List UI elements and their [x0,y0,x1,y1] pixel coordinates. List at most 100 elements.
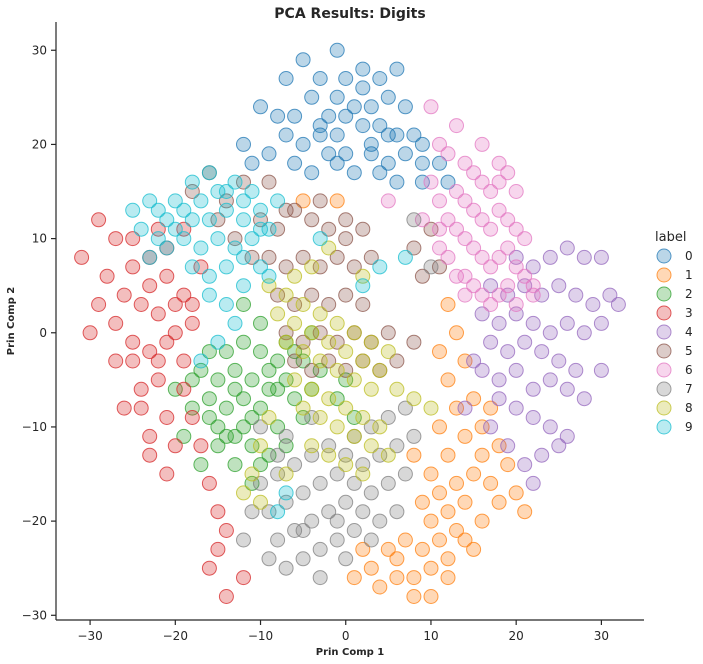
point-digit-8 [355,353,371,369]
point-digit-2 [236,334,251,350]
point-digit-8 [321,334,337,350]
point-digit-8 [363,438,379,454]
x-tick-label: 0 [342,629,350,643]
point-digit-7 [346,475,362,491]
point-digit-0 [355,61,371,77]
point-digit-7 [423,259,439,275]
point-digit-9 [184,212,200,228]
point-digit-6 [466,278,482,294]
x-tick-label: 20 [509,629,524,643]
point-digit-2 [201,391,217,407]
point-digit-9 [193,193,209,209]
point-digit-4 [559,381,575,397]
point-digit-9 [261,221,277,237]
point-digit-5 [270,221,286,237]
scatter-points [74,42,626,604]
point-digit-3 [99,268,115,284]
point-digit-1 [466,541,482,557]
point-digit-8 [363,334,379,350]
legend: label 0 1 2 3 4 5 6 7 8 9 [655,230,693,435]
point-digit-2 [236,297,251,312]
point-digit-4 [525,259,541,275]
point-digit-8 [423,400,439,416]
point-digit-4 [593,315,609,331]
legend-label-8: 8 [685,401,693,415]
point-digit-1 [483,475,499,491]
point-digit-6 [500,240,516,256]
point-digit-9 [201,165,217,181]
point-digit-0 [329,42,345,58]
point-digit-0 [406,127,422,143]
point-digit-2 [227,428,243,444]
point-digit-8 [287,372,303,388]
point-digit-1 [449,523,464,538]
point-digit-5 [355,221,371,237]
point-digit-7 [304,410,320,425]
point-digit-9 [227,315,243,331]
chart-title: PCA Results: Digits [274,6,425,22]
point-digit-6 [474,174,490,190]
point-digit-3 [82,325,98,341]
point-digit-2 [253,315,268,331]
point-digit-7 [406,428,422,444]
point-digit-7 [295,485,311,501]
point-digit-6 [440,212,456,228]
point-digit-4 [525,475,541,491]
point-digit-7 [270,447,286,463]
point-digit-3 [116,400,132,416]
point-digit-6 [414,212,430,228]
point-digit-6 [508,297,524,312]
point-digit-6 [466,165,482,181]
point-digit-4 [576,325,592,341]
point-digit-8 [355,410,371,425]
legend-label-1: 1 [685,268,693,282]
point-digit-7 [312,475,328,491]
point-digit-5 [380,325,396,341]
point-digit-6 [500,278,516,294]
point-digit-0 [380,127,396,143]
point-digit-1 [440,504,456,520]
point-digit-4 [491,391,507,407]
point-digit-8 [346,325,362,341]
point-digit-4 [534,447,550,463]
point-digit-2 [270,419,286,435]
point-digit-3 [108,353,124,369]
point-digit-3 [142,344,158,360]
point-digit-6 [483,184,499,199]
point-digit-9 [270,504,286,520]
point-digit-2 [287,391,303,407]
point-digit-6 [474,287,490,303]
point-digit-7 [278,428,294,444]
point-digit-3 [218,589,234,604]
point-digit-7 [363,485,379,501]
y-tick-label: −30 [22,608,47,622]
point-digit-8 [304,259,320,275]
point-digit-6 [432,240,447,256]
point-digit-7 [406,212,422,228]
point-digit-0 [363,136,379,152]
point-digit-6 [432,221,447,237]
point-digit-5 [304,362,320,378]
point-digit-4 [551,278,567,294]
point-digit-1 [491,438,507,454]
point-digit-9 [167,193,183,209]
point-digit-8 [278,287,294,303]
point-digit-4 [551,353,567,369]
point-digit-8 [406,391,422,407]
point-digit-1 [457,353,473,369]
point-digit-0 [440,174,456,190]
point-digit-0 [389,61,405,77]
point-digit-9 [133,221,149,237]
point-digit-1 [474,513,490,529]
point-digit-0 [363,99,379,115]
point-digit-5 [295,249,311,265]
y-axis-ticks: −30 −20 −10 0 10 20 30 [22,43,56,622]
point-digit-8 [372,419,388,435]
point-digit-2 [253,457,268,473]
point-digit-2 [218,344,234,360]
point-digit-3 [108,315,124,331]
point-digit-8 [389,381,405,397]
point-digit-5 [432,259,447,275]
point-digit-3 [193,259,209,275]
point-digit-3 [167,438,183,454]
